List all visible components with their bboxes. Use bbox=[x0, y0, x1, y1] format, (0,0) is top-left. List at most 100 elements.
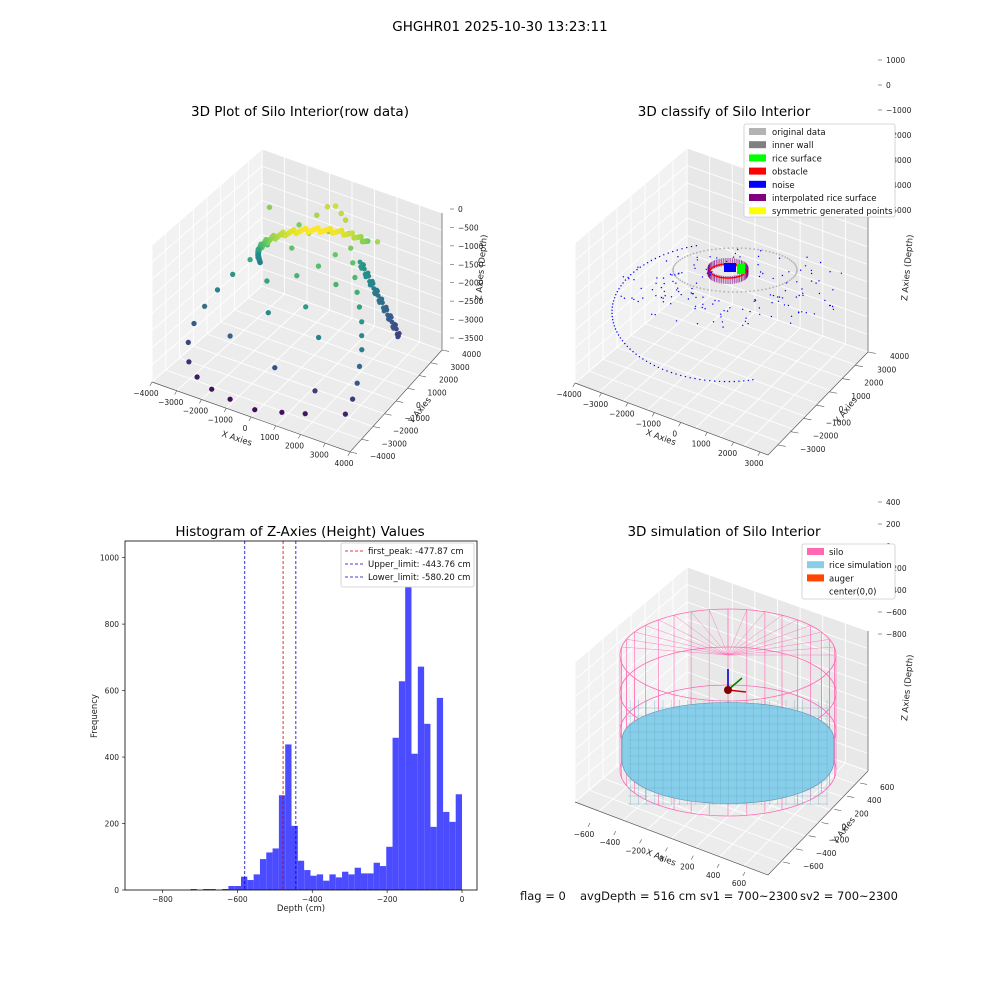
classify-noise-point bbox=[702, 303, 704, 305]
classify-x-tick-mark bbox=[704, 432, 708, 437]
classify-noise-point bbox=[653, 364, 655, 367]
raw-point bbox=[265, 309, 272, 316]
classify-noise-point bbox=[770, 315, 773, 318]
classify-noise-point bbox=[694, 307, 696, 310]
classify-noise-point bbox=[734, 252, 737, 255]
silo-roof-spoke bbox=[634, 631, 729, 656]
classify-original-point bbox=[749, 290, 751, 293]
classify-noise-point bbox=[709, 256, 711, 258]
histogram-bar bbox=[386, 846, 393, 890]
classify-noise-point bbox=[613, 325, 615, 327]
classify-original-point bbox=[757, 289, 760, 292]
classify-noise-point bbox=[783, 304, 786, 306]
classify-noise-point bbox=[667, 252, 669, 254]
classify-y-tick-mark bbox=[829, 391, 838, 394]
classify-noise-point bbox=[665, 260, 668, 262]
classify-original-point bbox=[692, 285, 695, 288]
panel-simulation-3d: 3D simulation of Silo Interior −600−400−… bbox=[574, 498, 916, 888]
classify-original-point bbox=[795, 272, 798, 274]
classify-x-tick-mark bbox=[572, 382, 576, 387]
classify-y-tick-label: −2000 bbox=[813, 432, 839, 441]
classify-noise-point bbox=[752, 379, 754, 381]
classify-noise-point bbox=[790, 315, 793, 317]
classify-noise-point bbox=[619, 337, 622, 339]
classify-noise-point bbox=[654, 314, 656, 316]
classify-noise-point bbox=[771, 302, 773, 304]
status-flag: flag = 0 bbox=[520, 889, 566, 903]
classify-x-tick-mark bbox=[757, 451, 761, 456]
histogram-bar bbox=[354, 867, 361, 890]
classify-noise-point bbox=[709, 380, 711, 382]
raw-point bbox=[332, 203, 339, 209]
classify-noise-point bbox=[614, 328, 617, 330]
classify-noise-point bbox=[824, 299, 826, 302]
classify-noise-point bbox=[733, 380, 735, 383]
classify-noise-point bbox=[681, 248, 683, 250]
classify-noise-point bbox=[831, 305, 834, 308]
classify-noise-point bbox=[663, 290, 665, 293]
silo-roof-spoke bbox=[626, 639, 729, 656]
classify-noise-point bbox=[635, 353, 637, 355]
classify-original-point bbox=[744, 247, 747, 250]
classify-original-point bbox=[674, 275, 677, 277]
classify-noise-point bbox=[651, 313, 653, 315]
classify-legend: original data inner wall rice surface obsta… bbox=[743, 123, 896, 218]
classify-noise-point bbox=[629, 348, 631, 350]
classify-noise-point bbox=[746, 270, 749, 273]
classify-original-point bbox=[768, 250, 771, 253]
classify-x-tick-label: −4000 bbox=[556, 390, 582, 399]
silo-roof-spoke bbox=[673, 615, 729, 656]
histogram-bar bbox=[367, 873, 374, 890]
classify-original-point bbox=[790, 278, 793, 280]
classify-noise-point bbox=[723, 380, 726, 383]
classify-noise-point bbox=[671, 274, 673, 276]
classify-z-tick-label: 1000 bbox=[886, 56, 905, 65]
classify-noise-point bbox=[710, 271, 712, 273]
raw-y-tick-label: 0 bbox=[416, 401, 421, 410]
raw-y-tick-mark bbox=[430, 362, 438, 365]
raw-point bbox=[396, 331, 402, 336]
classify-noise-point bbox=[637, 300, 639, 303]
classify-noise-point bbox=[611, 312, 613, 315]
classify-noise-point bbox=[709, 274, 711, 276]
classify-noise-point bbox=[695, 296, 697, 299]
simulation-legend-label: center(0,0) bbox=[829, 588, 877, 598]
histogram-bar bbox=[360, 873, 368, 890]
classify-noise-point bbox=[690, 292, 692, 294]
classify-original-point bbox=[794, 273, 797, 276]
raw-point bbox=[289, 245, 295, 251]
simulation-x-tick-mark bbox=[716, 863, 720, 868]
classify-noise-point bbox=[691, 293, 694, 295]
panel-raw-title: 3D Plot of Silo Interior(row data) bbox=[191, 104, 409, 120]
raw-point bbox=[358, 332, 365, 339]
raw-y-tick-label: 1000 bbox=[428, 388, 447, 397]
simulation-z-tick-label: −600 bbox=[886, 608, 907, 617]
simulation-legend: silo rice simulation auger center(0,0) bbox=[801, 543, 896, 600]
classify-z-tick-label: −4000 bbox=[886, 181, 912, 190]
raw-point bbox=[324, 203, 331, 210]
simulation-y-tick-mark bbox=[782, 861, 791, 864]
classify-noise-point bbox=[670, 371, 673, 374]
raw-z-tick-label: −3000 bbox=[458, 316, 484, 325]
simulation-y-tick-label: −200 bbox=[829, 836, 850, 845]
classify-original-point bbox=[695, 286, 698, 289]
raw-point bbox=[201, 303, 208, 310]
simulation-x-label: X Axies bbox=[644, 848, 677, 869]
raw-y-tick-label: −2000 bbox=[393, 427, 419, 436]
classify-noise-point bbox=[802, 292, 804, 294]
classify-noise-point bbox=[798, 294, 800, 297]
raw-point bbox=[333, 281, 339, 288]
classify-noise-point bbox=[662, 301, 665, 303]
classify-noise-point bbox=[623, 297, 626, 299]
classify-noise-point bbox=[630, 274, 632, 276]
classify-noise-point bbox=[757, 264, 759, 266]
histogram-x-tick-label: −800 bbox=[152, 895, 173, 904]
classify-noise-point bbox=[676, 289, 678, 291]
histogram-y-tick-label: 600 bbox=[105, 687, 120, 696]
classify-noise-point bbox=[772, 277, 774, 280]
classify-noise-point bbox=[670, 303, 672, 305]
classify-noise-point bbox=[722, 326, 724, 328]
classify-grid bbox=[574, 147, 869, 456]
classify-y-tick-mark bbox=[842, 378, 851, 381]
raw-point bbox=[370, 281, 376, 286]
